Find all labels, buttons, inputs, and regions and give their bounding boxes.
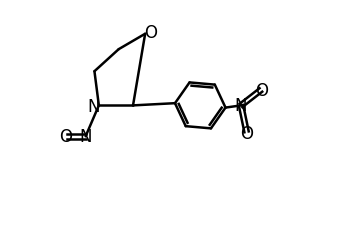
Text: N: N bbox=[87, 98, 100, 116]
Text: N: N bbox=[79, 128, 92, 146]
Text: O: O bbox=[144, 23, 157, 41]
Text: N: N bbox=[235, 97, 247, 115]
Text: O: O bbox=[240, 124, 253, 142]
Text: O: O bbox=[255, 82, 268, 99]
Text: O: O bbox=[59, 128, 72, 146]
